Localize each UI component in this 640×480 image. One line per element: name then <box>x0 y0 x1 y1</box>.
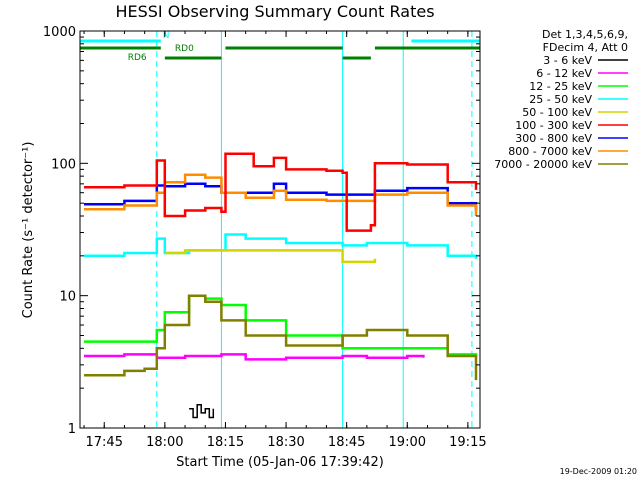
x-axis: 17:45 18:00 18:15 18:30 18:45 19:00 19:15 <box>83 31 487 450</box>
legend-header-line-1: Det 1,3,4,5,6,9, <box>542 28 628 41</box>
series-line-100-300-kev <box>84 152 478 232</box>
y-axis: 1 10 100 1000 <box>43 25 480 437</box>
series-line-25-50-kev <box>84 233 478 259</box>
legend-label-50-100-kev: 50 - 100 keV <box>522 106 592 119</box>
x-tick-label-1900: 19:00 <box>389 435 426 450</box>
flag-label-rd0: RD0 <box>175 44 194 54</box>
legend-header-line-2: FDecim 4, Att 0 <box>543 41 628 54</box>
legend-label-100-300-kev: 100 - 300 keV <box>515 119 592 132</box>
series-line-3-6-kev <box>189 403 215 419</box>
x-tick-label-1745: 17:45 <box>86 435 123 450</box>
legend-label-3-6-kev: 3 - 6 keV <box>543 54 592 67</box>
y-tick-label-100: 100 <box>51 157 76 172</box>
x-tick-label-1800: 18:00 <box>146 435 183 450</box>
generated-timestamp: 19-Dec-2009 01:20 <box>560 467 637 476</box>
legend-label-25-50-kev: 25 - 50 keV <box>529 93 592 106</box>
series-line-12-25-kev <box>84 294 478 358</box>
legend-label-300-800-kev: 300 - 800 keV <box>515 132 592 145</box>
legend: Det 1,3,4,5,6,9, FDecim 4, Att 0 3 - 6 k… <box>494 28 628 171</box>
flag-label-rd6: RD6 <box>128 53 147 63</box>
flag-label-n: N <box>163 31 170 41</box>
series-group <box>84 152 478 419</box>
legend-label-6-12-kev: 6 - 12 keV <box>536 67 592 80</box>
x-tick-label-1845: 18:45 <box>328 435 365 450</box>
series-line-50-100-kev <box>164 249 377 264</box>
plot-frame <box>79 30 481 429</box>
x-tick-label-1830: 18:30 <box>267 435 304 450</box>
x-tick-label-1815: 18:15 <box>207 435 244 450</box>
y-axis-label: Count Rate (s⁻¹ detector⁻¹) <box>21 142 36 319</box>
y-tick-label-1: 1 <box>68 422 76 437</box>
x-tick-label-1915: 19:15 <box>449 435 486 450</box>
series-line-6-12-kev <box>84 353 425 361</box>
flag-bars: N RD0 RD6 <box>80 31 480 63</box>
legend-label-12-25-kev: 12 - 25 keV <box>529 80 592 93</box>
series-line-7000-20000-kev <box>84 294 478 381</box>
vertical-marker-lines <box>79 31 473 428</box>
chart-title: HESSI Observing Summary Count Rates <box>115 2 434 21</box>
legend-label-7000-20000-kev: 7000 - 20000 keV <box>494 158 592 171</box>
y-tick-label-10: 10 <box>59 290 76 305</box>
series-line-800-7000-kev <box>84 173 478 216</box>
legend-label-800-7000-kev: 800 - 7000 keV <box>508 145 592 158</box>
y-tick-label-1000: 1000 <box>43 25 76 40</box>
x-axis-label: Start Time (05-Jan-06 17:39:42) <box>176 455 384 470</box>
